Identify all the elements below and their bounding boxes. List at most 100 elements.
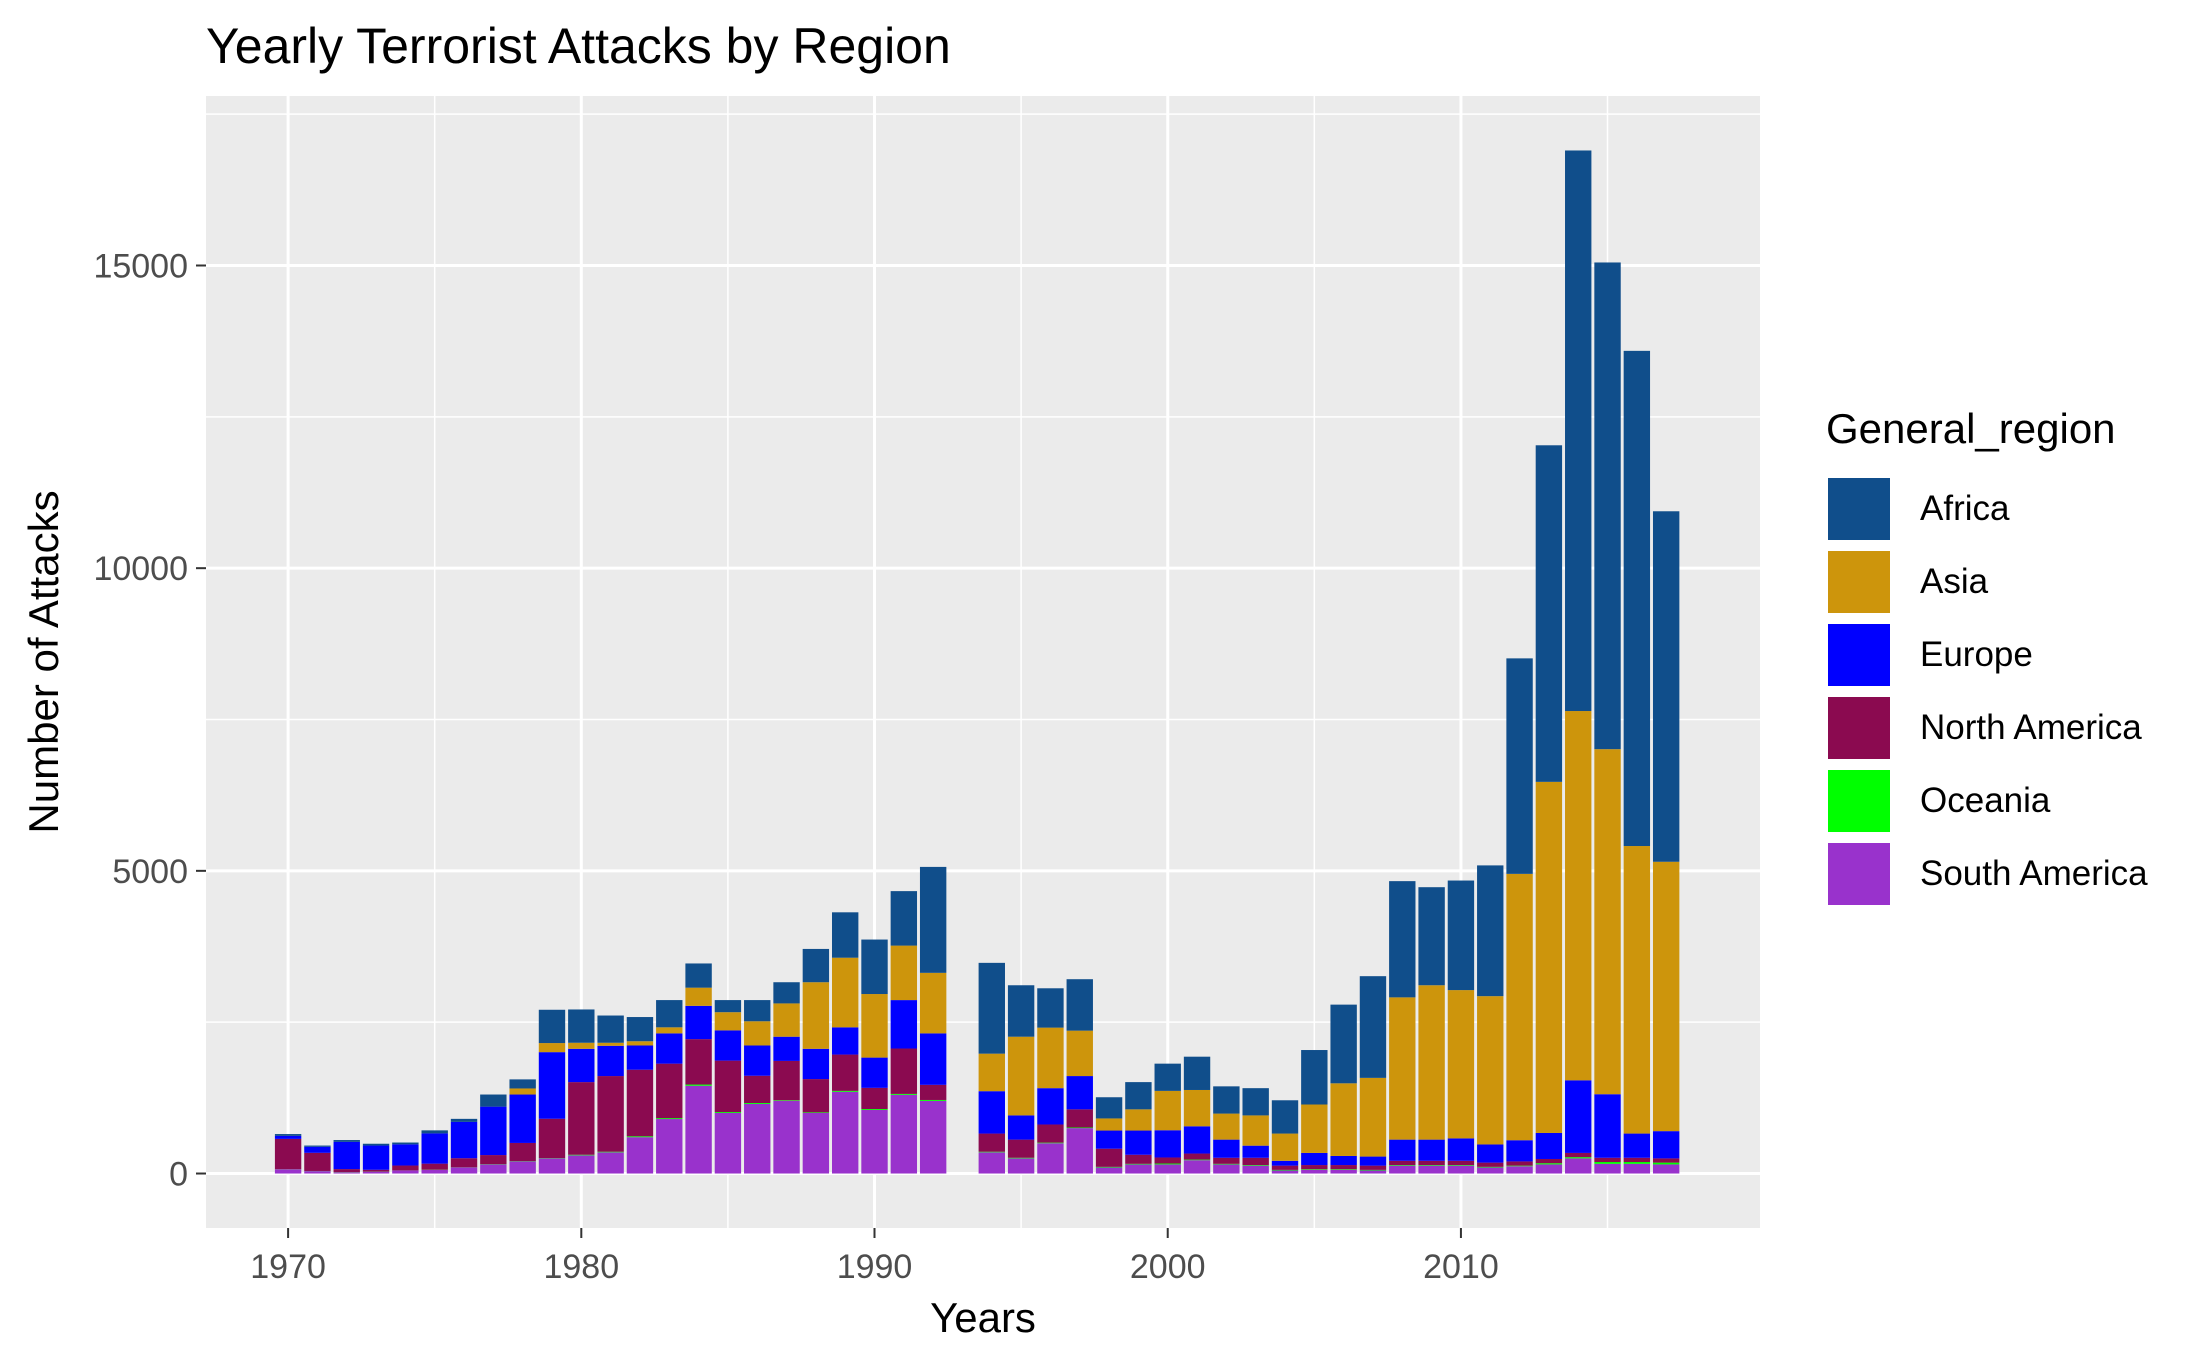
bar-north-america xyxy=(861,1087,888,1110)
bar-europe xyxy=(802,1048,830,1080)
bar-south-america xyxy=(861,1109,888,1174)
bar-stack-1997 xyxy=(1066,979,1093,1174)
bar-asia xyxy=(714,1012,742,1031)
bar-north-america xyxy=(392,1165,419,1171)
bar-africa xyxy=(1447,880,1475,991)
bar-europe xyxy=(421,1133,448,1164)
bar-south-america xyxy=(1447,1165,1475,1174)
legend-item-south-america: South America xyxy=(1826,837,2148,910)
bar-asia xyxy=(1652,861,1680,1132)
bar-south-america xyxy=(1506,1166,1533,1174)
bar-oceania xyxy=(1418,1165,1445,1166)
bar-stack-1989 xyxy=(831,912,859,1174)
bar-africa xyxy=(1389,881,1416,998)
bar-africa xyxy=(1652,511,1680,862)
x-tick-label: 2000 xyxy=(1130,1248,1206,1286)
bar-north-america xyxy=(362,1169,390,1172)
bar-africa xyxy=(1095,1097,1123,1119)
bar-north-america xyxy=(1418,1160,1445,1166)
bar-europe xyxy=(656,1033,683,1064)
bar-south-america xyxy=(1330,1169,1357,1174)
bar-asia xyxy=(1447,990,1475,1139)
bar-stack-2013 xyxy=(1535,445,1563,1174)
bar-europe xyxy=(1125,1130,1152,1155)
bar-africa xyxy=(1301,1050,1328,1105)
bar-oceania xyxy=(1594,1162,1621,1164)
legend-label: Africa xyxy=(1920,488,2010,528)
bar-asia xyxy=(1359,1077,1387,1157)
bar-europe xyxy=(626,1045,654,1070)
bar-south-america xyxy=(744,1103,771,1174)
bar-stack-1982 xyxy=(626,1017,654,1174)
bar-north-america xyxy=(304,1152,331,1171)
bar-asia xyxy=(1125,1109,1152,1131)
bar-africa xyxy=(1125,1082,1152,1110)
bar-oceania xyxy=(1535,1163,1563,1165)
y-tick-label: 10000 xyxy=(93,550,188,588)
bar-oceania xyxy=(1623,1162,1651,1164)
bar-asia xyxy=(1213,1113,1240,1140)
bar-south-america xyxy=(714,1112,742,1174)
bar-stack-2011 xyxy=(1477,865,1504,1174)
bar-stack-2002 xyxy=(1213,1086,1240,1174)
bar-south-america xyxy=(568,1155,595,1174)
bar-north-america xyxy=(1389,1160,1416,1166)
bar-stack-2005 xyxy=(1301,1050,1328,1174)
legend-label: South America xyxy=(1920,853,2148,893)
bar-stack-2007 xyxy=(1359,976,1387,1174)
bar-oceania xyxy=(597,1151,624,1153)
bar-asia xyxy=(538,1043,566,1053)
bar-south-america xyxy=(304,1171,331,1174)
bar-south-america xyxy=(1389,1165,1416,1174)
bar-south-america xyxy=(274,1169,302,1174)
bar-asia xyxy=(1037,1027,1064,1089)
bar-europe xyxy=(509,1094,536,1143)
bar-north-america xyxy=(1565,1152,1592,1158)
legend-title: General_region xyxy=(1826,405,2116,452)
bar-europe xyxy=(1418,1139,1445,1161)
x-tick-label: 1970 xyxy=(250,1248,326,1286)
bar-stack-1977 xyxy=(480,1094,507,1174)
bar-africa xyxy=(744,1000,771,1022)
bar-stack-1979 xyxy=(538,1009,566,1174)
bar-oceania xyxy=(1506,1165,1533,1167)
bar-africa xyxy=(1183,1056,1211,1090)
bar-north-america xyxy=(656,1063,683,1119)
bar-europe xyxy=(1359,1156,1387,1166)
bar-stack-2006 xyxy=(1330,1004,1357,1174)
bar-north-america xyxy=(568,1082,595,1155)
bar-oceania xyxy=(656,1118,683,1120)
bar-africa xyxy=(274,1134,302,1136)
bar-south-america xyxy=(1535,1164,1563,1174)
y-tick-label: 5000 xyxy=(112,853,188,891)
bar-south-america xyxy=(450,1167,478,1174)
x-tick-label: 2010 xyxy=(1423,1248,1499,1286)
legend-label: North America xyxy=(1920,707,2142,747)
bar-africa xyxy=(1154,1063,1181,1091)
bar-south-america xyxy=(802,1112,830,1174)
bar-north-america xyxy=(1447,1160,1475,1166)
bar-africa xyxy=(890,891,918,946)
bar-south-america xyxy=(1183,1160,1211,1174)
axis-ticks xyxy=(196,264,1462,1238)
legend-swatch xyxy=(1826,621,1892,688)
bar-north-america xyxy=(714,1060,742,1113)
bar-africa xyxy=(1330,1004,1357,1084)
bar-europe xyxy=(392,1144,419,1166)
bar-asia xyxy=(1007,1036,1035,1116)
bar-europe xyxy=(1095,1130,1123,1149)
bar-europe xyxy=(714,1030,742,1061)
bar-stack-2001 xyxy=(1183,1056,1211,1174)
bar-north-america xyxy=(1359,1165,1387,1170)
bar-oceania xyxy=(714,1112,742,1113)
bar-stack-1990 xyxy=(861,939,888,1174)
bar-africa xyxy=(509,1079,536,1089)
bar-africa xyxy=(1623,350,1651,847)
bar-stack-1971 xyxy=(304,1145,331,1174)
bar-stacks xyxy=(274,150,1680,1174)
bar-africa xyxy=(450,1118,478,1122)
bar-africa xyxy=(656,1000,683,1028)
bar-asia xyxy=(685,987,712,1006)
bar-asia xyxy=(656,1027,683,1034)
bar-europe xyxy=(1242,1145,1269,1158)
